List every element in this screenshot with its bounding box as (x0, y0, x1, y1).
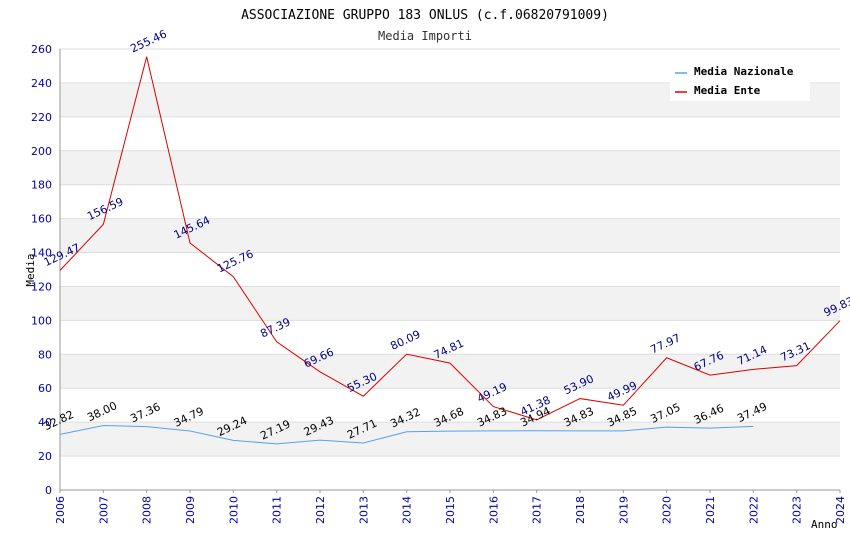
x-tick-2014: 2014 (401, 496, 414, 524)
grid-band (60, 456, 840, 490)
x-tick-2018: 2018 (574, 496, 587, 524)
y-tick-160: 160 (31, 213, 52, 226)
y-axis-label: Media (24, 253, 37, 286)
legend-box (670, 60, 810, 101)
grid-band (60, 116, 840, 151)
x-axis-label: Anno (811, 518, 838, 531)
y-tick-100: 100 (31, 314, 52, 327)
x-tick-2021: 2021 (704, 496, 717, 524)
legend-label-ente: Media Ente (694, 84, 761, 97)
x-tick-2013: 2013 (357, 496, 370, 524)
x-tick-2008: 2008 (141, 496, 154, 524)
y-tick-20: 20 (38, 450, 52, 463)
x-tick-2009: 2009 (184, 496, 197, 524)
grid-band (60, 218, 840, 253)
x-tick-2006: 2006 (54, 496, 67, 524)
chart-title: ASSOCIAZIONE GRUPPO 183 ONLUS (c.f.06820… (241, 8, 609, 23)
y-tick-140: 140 (31, 247, 52, 260)
y-tick-200: 200 (31, 145, 52, 158)
grid-band (60, 286, 840, 321)
series-line-nazionale (59, 425, 754, 445)
x-tick-2023: 2023 (791, 496, 804, 524)
grid-band (60, 320, 840, 355)
x-tick-2020: 2020 (661, 496, 674, 524)
x-tick-2019: 2019 (617, 496, 630, 524)
x-tick-2017: 2017 (531, 496, 544, 524)
x-tick-2012: 2012 (314, 496, 327, 524)
grid-band (60, 354, 840, 389)
series-lines (59, 56, 841, 445)
y-tick-220: 220 (31, 111, 52, 124)
y-tick-260: 260 (31, 43, 52, 56)
x-tick-2010: 2010 (227, 496, 240, 524)
y-tick-60: 60 (38, 382, 52, 395)
series-line-ente (59, 56, 841, 421)
x-tick-2007: 2007 (97, 496, 110, 524)
grid-lines (60, 48, 840, 491)
x-tick-labels: 2006 2007 2008 2009 2010 2011 2012 2013 2014 2015… (54, 490, 847, 524)
y-tick-80: 80 (38, 348, 52, 361)
x-tick-2016: 2016 (487, 496, 500, 524)
y-tick-40: 40 (38, 416, 52, 429)
x-tick-2011: 2011 (271, 496, 284, 524)
legend: Media Nazionale Media Ente (670, 60, 810, 101)
x-tick-2024: 2024 (834, 496, 847, 524)
grid-band (60, 184, 840, 219)
grid-band (60, 388, 840, 423)
x-tick-2022: 2022 (747, 496, 760, 524)
y-tick-240: 240 (31, 77, 52, 90)
y-tick-180: 180 (31, 179, 52, 192)
y-tick-labels: 0 20 40 60 80 100 120 140 160 180 200 220 240 260 (31, 43, 52, 497)
x-tick-2015: 2015 (444, 496, 457, 524)
grid-band (60, 150, 840, 185)
legend-label-nazionale: Media Nazionale (694, 65, 794, 78)
grid-band (60, 252, 840, 287)
chart-subtitle: Media Importi (378, 29, 472, 43)
y-tick-0: 0 (45, 484, 52, 497)
y-tick-120: 120 (31, 280, 52, 293)
